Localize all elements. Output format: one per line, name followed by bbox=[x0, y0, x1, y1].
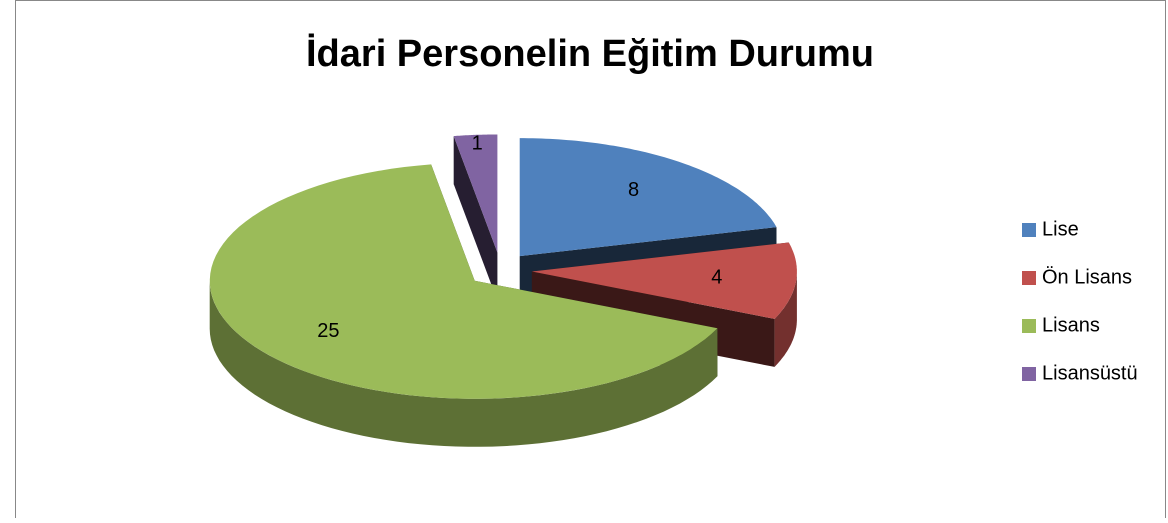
data-label: 1 bbox=[472, 133, 483, 155]
legend-label: Ön Lisans bbox=[1042, 266, 1132, 288]
slice bbox=[531, 242, 797, 319]
slice bbox=[519, 138, 777, 257]
data-label: 4 bbox=[711, 267, 722, 289]
slice bbox=[453, 134, 498, 253]
legend-label: Lisans bbox=[1042, 314, 1100, 336]
chart-title: İdari Personelin Eğitim Durumu bbox=[306, 33, 874, 75]
data-label: 25 bbox=[317, 320, 339, 342]
slice bbox=[209, 164, 718, 399]
slice-side bbox=[209, 280, 718, 447]
legend-swatch bbox=[1022, 271, 1036, 285]
legend-swatch bbox=[1022, 367, 1036, 381]
legend-swatch bbox=[1022, 319, 1036, 333]
legend-label: Lisansüstü bbox=[1042, 362, 1138, 384]
slice-wall bbox=[453, 136, 498, 301]
legend-swatch bbox=[1022, 223, 1036, 237]
legend-label: Lise bbox=[1042, 218, 1079, 240]
data-label: 8 bbox=[628, 179, 639, 201]
slice-side bbox=[774, 271, 797, 367]
